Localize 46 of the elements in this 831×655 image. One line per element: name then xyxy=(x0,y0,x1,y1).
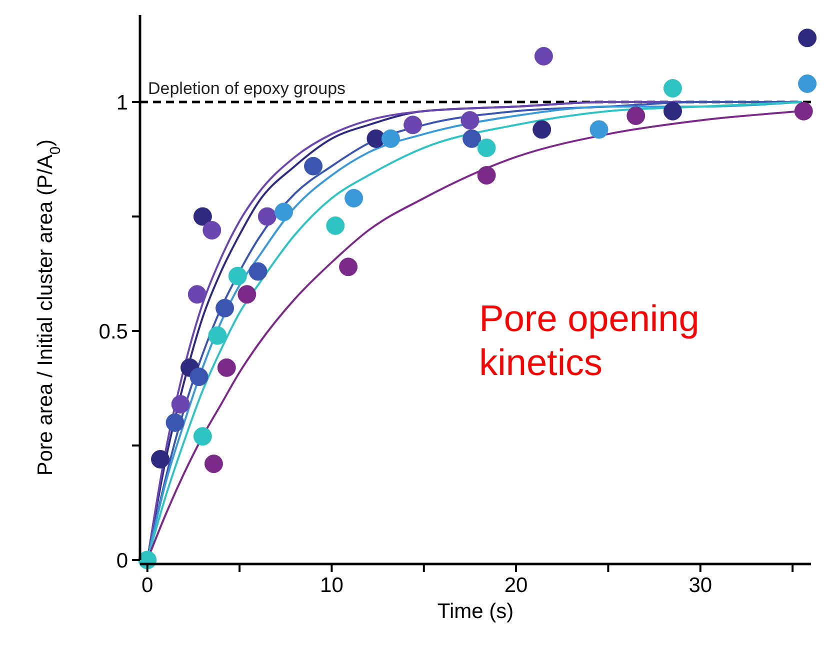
y-tick-label: 1 xyxy=(116,91,128,114)
point xyxy=(202,221,222,240)
point xyxy=(798,28,817,48)
point xyxy=(344,188,364,208)
point xyxy=(248,262,268,281)
point xyxy=(151,450,170,468)
point xyxy=(663,102,682,120)
point xyxy=(381,129,400,148)
point xyxy=(477,138,496,158)
point xyxy=(190,368,208,386)
point xyxy=(193,207,212,226)
point xyxy=(238,285,256,304)
x-tick-label: 30 xyxy=(688,574,712,597)
point xyxy=(326,216,345,235)
y-tick-label: 0 xyxy=(116,549,128,572)
point xyxy=(217,358,236,377)
point xyxy=(590,120,608,139)
point xyxy=(258,207,276,226)
point xyxy=(274,202,294,222)
point xyxy=(477,166,496,185)
point xyxy=(794,102,813,120)
x-tick-label: 20 xyxy=(504,574,528,597)
point xyxy=(798,74,817,93)
x-tick-label: 0 xyxy=(142,574,154,597)
point xyxy=(171,395,190,414)
point xyxy=(534,46,553,66)
point xyxy=(532,120,552,139)
point xyxy=(304,156,323,176)
point xyxy=(339,258,358,276)
point xyxy=(208,326,227,345)
point xyxy=(228,266,247,286)
point xyxy=(460,111,480,130)
ref-line-label: Depletion of epoxy groups xyxy=(148,79,346,98)
point xyxy=(663,79,682,98)
point xyxy=(193,427,212,446)
x-axis-title: Time (s) xyxy=(437,600,514,623)
point xyxy=(166,413,184,432)
y-tick-label: 0.5 xyxy=(98,320,128,344)
point xyxy=(204,454,223,474)
point xyxy=(404,116,422,134)
point xyxy=(188,285,206,304)
annotation: Pore opening kinetics xyxy=(479,298,700,384)
point xyxy=(216,298,234,318)
x-tick-label: 10 xyxy=(320,574,344,597)
point xyxy=(462,129,482,148)
point xyxy=(626,106,646,126)
